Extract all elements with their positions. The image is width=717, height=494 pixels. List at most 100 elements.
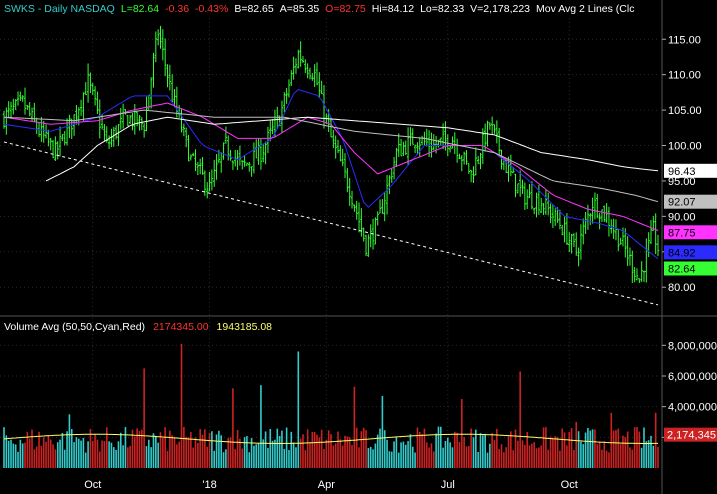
price-bar: [346, 167, 349, 193]
price-bar: [292, 56, 295, 80]
volume-bar: [528, 445, 531, 468]
price-bar: [220, 152, 223, 173]
price-bar: [343, 153, 347, 179]
price-bar: [353, 204, 356, 212]
volume-avg-label-text: 2,174,345: [667, 430, 716, 442]
volume-bar: [397, 452, 400, 468]
volume-bar: [63, 449, 66, 468]
volume-bar: [103, 441, 106, 468]
volume-bar: [416, 427, 419, 468]
volume-bar: [652, 445, 655, 468]
price-label-bg: [664, 163, 717, 178]
price-bar: [12, 98, 15, 115]
price-bar: [535, 192, 538, 218]
price-bar: [126, 114, 129, 127]
price-bar: [654, 213, 657, 255]
volume-bar: [288, 450, 290, 468]
volume-bar: [589, 430, 592, 468]
price-bar: [570, 233, 573, 254]
volume-bar: [166, 450, 169, 468]
volume-bar: [82, 437, 85, 468]
volume-bar: [246, 436, 248, 468]
price-bar: [399, 139, 403, 157]
price-bar: [638, 278, 641, 283]
price-label-text: 82.64: [668, 264, 696, 276]
price-bar: [222, 142, 225, 160]
price-bar: [554, 208, 557, 226]
price-bar: [516, 183, 520, 194]
volume-bar: [171, 435, 173, 468]
volume-bar: [561, 428, 564, 468]
price-bar: [215, 154, 218, 180]
price-label: 82.64: [664, 261, 717, 276]
volume-bar: [346, 436, 349, 468]
volume-bar: [461, 399, 463, 468]
volume-bar: [409, 434, 412, 468]
volume-bar: [87, 441, 89, 468]
price-bar: [133, 103, 136, 135]
price-bar: [318, 72, 321, 98]
volume-bar: [393, 441, 395, 468]
price-bar: [156, 29, 160, 46]
volume-bar: [503, 452, 505, 468]
price-bar: [297, 49, 300, 69]
volume-bar: [626, 431, 629, 468]
price-bar: [598, 212, 601, 230]
time-tick-label: Oct: [561, 479, 578, 491]
volume-bar: [654, 412, 657, 468]
price-bar: [170, 74, 174, 103]
volume-bar: [108, 441, 110, 468]
volume-bar: [482, 435, 484, 468]
volume-bar: [52, 444, 54, 468]
volume-bar: [5, 435, 8, 468]
price-bar: [336, 139, 340, 154]
price-bar: [131, 113, 134, 131]
price-bar: [313, 64, 316, 87]
price-label-bg: [664, 194, 717, 209]
volume-bar: [183, 426, 185, 468]
price-bar: [628, 247, 632, 266]
volume-header: Volume Avg (50,50,Cyan,Red) 2174345.00 194…: [4, 321, 280, 333]
price-bar: [385, 175, 389, 215]
volume-bar: [633, 427, 636, 468]
price-bar: [460, 155, 463, 172]
volume-bar: [610, 412, 613, 468]
volume-bar: [327, 430, 330, 468]
volume-bar: [285, 427, 288, 468]
price-bar: [23, 87, 27, 115]
price-bar: [577, 247, 580, 267]
price-bar: [362, 227, 365, 242]
volume-bar: [162, 437, 164, 468]
price-bar: [649, 220, 653, 245]
price-bar: [16, 91, 20, 106]
volume-bar: [148, 439, 150, 468]
volume-bar: [10, 439, 12, 468]
volume-bar: [400, 442, 402, 468]
volume-bar: [404, 444, 407, 468]
volume-bar: [479, 433, 482, 468]
price-bar: [257, 137, 260, 165]
volume-bar: [180, 343, 183, 468]
price-bar: [245, 162, 249, 166]
price-bar: [614, 219, 618, 241]
volume-bar: [274, 439, 276, 468]
price-bar: [182, 123, 186, 137]
volume-bar: [269, 428, 272, 468]
volume-bar: [453, 431, 456, 468]
volume-bar: [295, 447, 297, 468]
price-bar: [47, 129, 50, 147]
volume-bar: [554, 436, 557, 468]
volume-avg-2: 1943185.08: [216, 321, 273, 333]
volume-bar: [650, 435, 652, 468]
price-bar: [264, 141, 267, 165]
volume-bar: [559, 450, 561, 468]
volume-bar: [640, 447, 643, 468]
price-bar: [528, 183, 531, 199]
price-label-text: 96.43: [668, 166, 696, 178]
price-bar: [530, 181, 534, 210]
volume-bar: [54, 449, 57, 468]
volume-bar: [468, 445, 470, 468]
price-bar: [290, 70, 293, 86]
volume-bar: [446, 437, 449, 468]
